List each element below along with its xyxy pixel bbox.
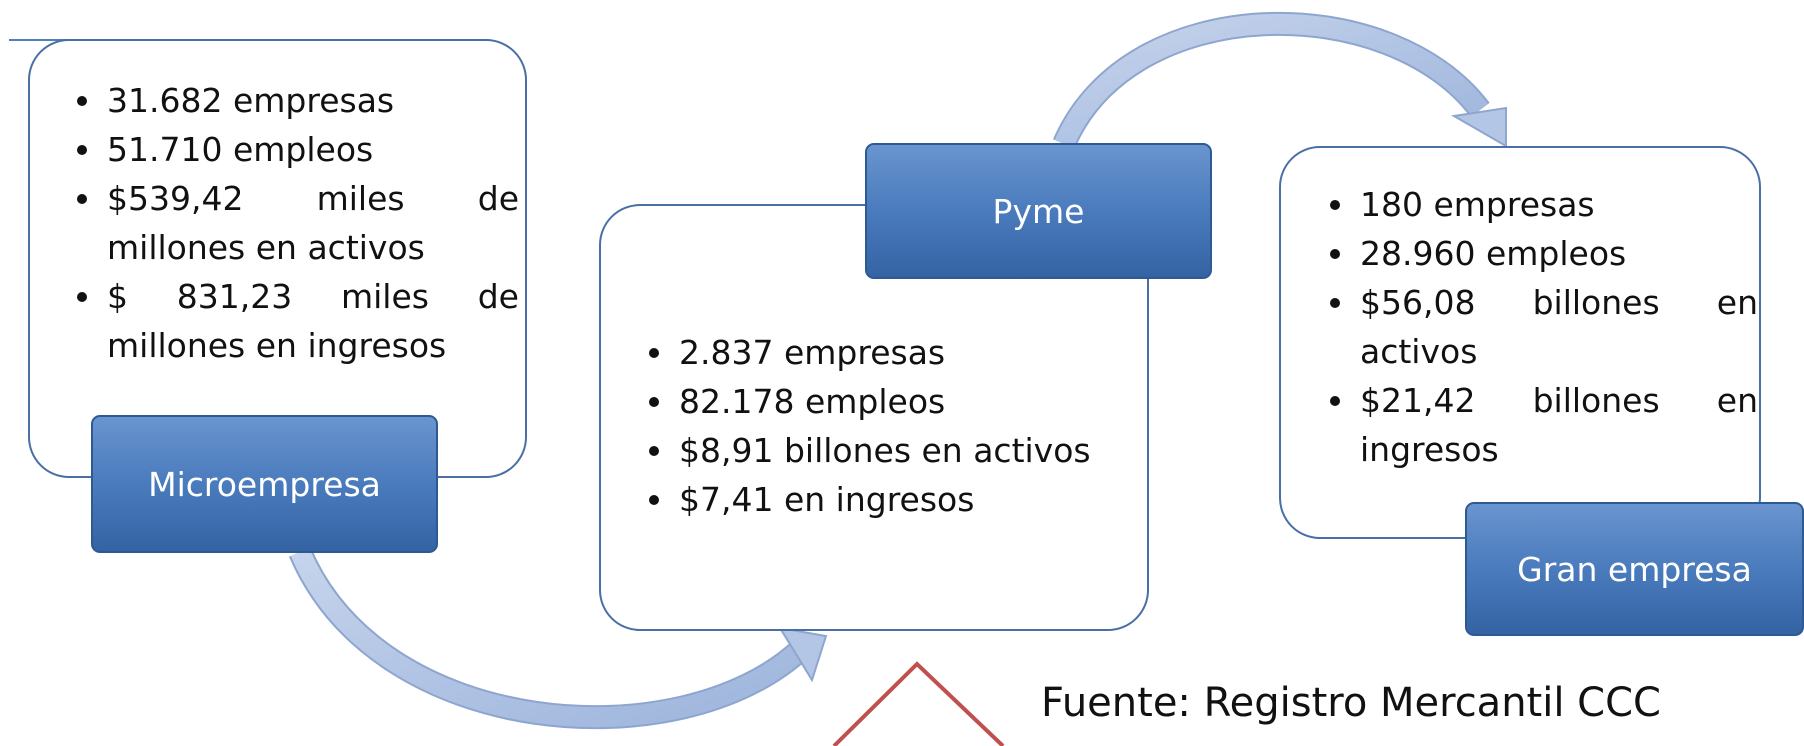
node-label: Gran empresa bbox=[1517, 549, 1752, 589]
arrow bbox=[288, 547, 828, 730]
list-item: $56,08 billones en activos bbox=[1330, 278, 1758, 376]
source-note: Fuente: Registro Mercantil CCC bbox=[1041, 680, 1661, 726]
list-item: $7,41 en ingresos bbox=[649, 475, 1149, 524]
node-label: Pyme bbox=[992, 191, 1085, 231]
list-item: 31.682 empresas bbox=[77, 76, 519, 125]
list-item: 2.837 empresas bbox=[649, 328, 1149, 377]
list-item: 82.178 empleos bbox=[649, 377, 1149, 426]
list-item: 51.710 empleos bbox=[77, 125, 519, 174]
arrow bbox=[1052, 11, 1507, 149]
label-box bbox=[1465, 502, 1804, 636]
list-item: $539,42 miles de millones en activos bbox=[77, 174, 519, 272]
list-item: 180 empresas bbox=[1330, 180, 1758, 229]
label-box bbox=[865, 143, 1212, 279]
list-item: $ 831,23 miles de millones en ingresos bbox=[77, 272, 519, 370]
label-box bbox=[91, 415, 438, 553]
item-list: 180 empresas 28.960 empleos $56,08 billone… bbox=[1328, 180, 1758, 474]
item-list: 31.682 empresas 51.710 empleos $539,42 mil… bbox=[75, 76, 519, 370]
list-item: 28.960 empleos bbox=[1330, 229, 1758, 278]
triangle bbox=[832, 661, 1005, 746]
node-label: Microempresa bbox=[148, 464, 381, 504]
list-item: $8,91 billones en activos bbox=[649, 426, 1149, 475]
item-list: 2.837 empresas 82.178 empleos $8,91 billon… bbox=[647, 328, 1149, 524]
list-item: $21,42 billones en ingresos bbox=[1330, 376, 1758, 474]
